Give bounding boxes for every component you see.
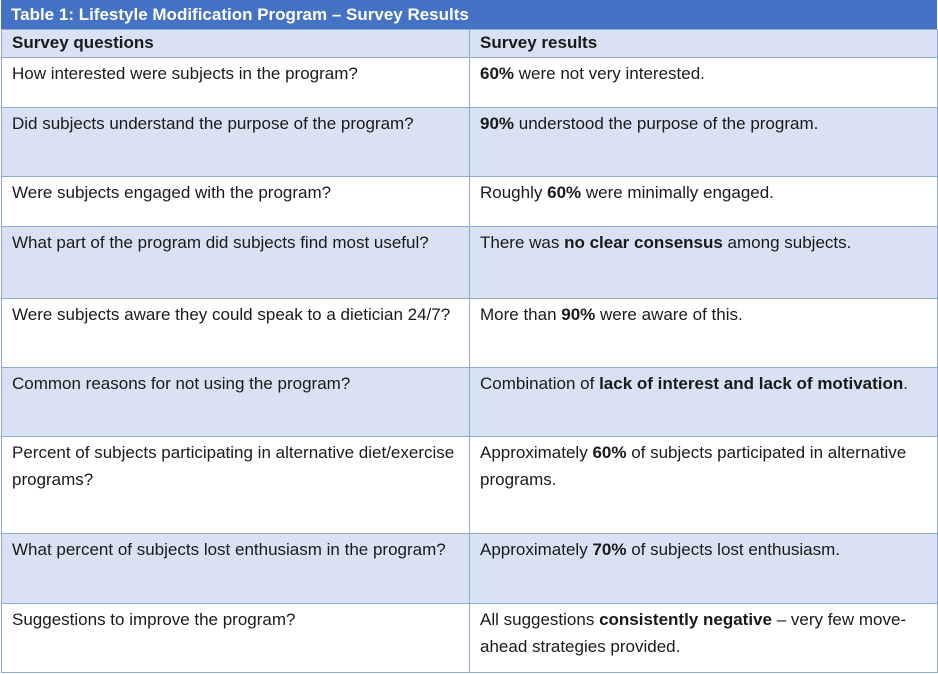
survey-question-cell: What percent of subjects lost enthusiasm… (1, 533, 470, 604)
table-row: Suggestions to improve the program? All s… (1, 603, 938, 673)
result-text: of subjects lost enthusiasm. (626, 540, 841, 559)
result-text: Combination of (480, 374, 600, 393)
result-text: among subjects. (722, 233, 852, 252)
table-row: Percent of subjects participating in alt… (1, 436, 938, 534)
table-row: How interested were subjects in the prog… (1, 57, 938, 108)
result-text: There was (480, 233, 565, 252)
result-emphasis-text: no clear consensus (564, 233, 723, 252)
survey-question-cell: Common reasons for not using the program… (1, 367, 470, 437)
survey-result-cell: 90% understood the purpose of the progra… (469, 107, 938, 177)
result-text: Approximately (480, 540, 593, 559)
result-text: Approximately (480, 443, 593, 462)
result-emphasis-text: 60% (480, 64, 515, 83)
result-text: . (903, 374, 908, 393)
result-text: of subjects participated in alternative … (480, 443, 907, 489)
result-text: – very few move-ahead strategies provide… (480, 610, 907, 656)
table-row: What percent of subjects lost enthusiasm… (1, 533, 938, 604)
survey-result-cell: There was no clear consensus among subje… (469, 226, 938, 299)
result-emphasis-text: 60% (592, 443, 627, 462)
column-header-results: Survey results (469, 29, 938, 58)
survey-result-cell: All suggestions consistently negative – … (469, 603, 938, 673)
result-text: were aware of this. (595, 305, 743, 324)
survey-question-cell: How interested were subjects in the prog… (1, 57, 470, 108)
column-header-questions: Survey questions (1, 29, 470, 58)
survey-question-cell: Did subjects understand the purpose of t… (1, 107, 470, 177)
result-emphasis-text: 90% (561, 305, 596, 324)
survey-question-cell: Were subjects engaged with the program? (1, 176, 470, 227)
table-row: Were subjects engaged with the program? R… (1, 176, 938, 227)
result-emphasis-text: consistently negative (599, 610, 772, 629)
result-emphasis-text: 70% (592, 540, 627, 559)
result-text: were minimally engaged. (581, 183, 774, 202)
survey-question-cell: Suggestions to improve the program? (1, 603, 470, 673)
survey-results-table: Survey questions Survey results How inte… (1, 29, 938, 673)
table-row: Common reasons for not using the program… (1, 367, 938, 437)
result-text: Roughly (480, 183, 548, 202)
survey-question-cell: What part of the program did subjects fi… (1, 226, 470, 299)
survey-result-cell: Roughly 60% were minimally engaged. (469, 176, 938, 227)
result-text: understood the purpose of the program. (514, 114, 819, 133)
table-row: What part of the program did subjects fi… (1, 226, 938, 299)
result-emphasis-text: 90% (480, 114, 515, 133)
survey-result-cell: More than 90% were aware of this. (469, 298, 938, 368)
survey-result-cell: Approximately 60% of subjects participat… (469, 436, 938, 534)
table-title: Table 1: Lifestyle Modification Program … (1, 0, 937, 29)
table-header-row: Survey questions Survey results (1, 29, 938, 58)
survey-question-cell: Were subjects aware they could speak to … (1, 298, 470, 368)
result-emphasis-text: lack of interest and lack of motivation (599, 374, 904, 393)
survey-result-cell: 60% were not very interested. (469, 57, 938, 108)
survey-result-cell: Approximately 70% of subjects lost enthu… (469, 533, 938, 604)
survey-result-cell: Combination of lack of interest and lack… (469, 367, 938, 437)
result-text: All suggestions (480, 610, 600, 629)
result-text: were not very interested. (514, 64, 705, 83)
table-row: Were subjects aware they could speak to … (1, 298, 938, 368)
survey-question-cell: Percent of subjects participating in alt… (1, 436, 470, 534)
result-emphasis-text: 60% (547, 183, 582, 202)
table-row: Did subjects understand the purpose of t… (1, 107, 938, 177)
result-text: More than (480, 305, 562, 324)
